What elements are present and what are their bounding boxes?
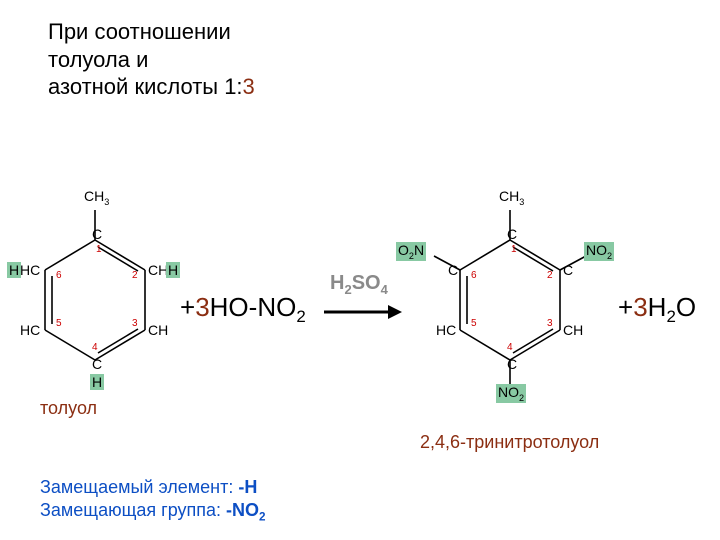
r-s4: NO2	[496, 384, 526, 403]
l-c3: CH	[148, 322, 168, 338]
l-s6: H	[7, 262, 21, 278]
l-s4: H	[90, 374, 104, 390]
footer: Замещаемый элемент: -H Замещающая группа…	[40, 476, 266, 525]
footer-l1: Замещаемый элемент: -H	[40, 476, 266, 499]
r-c2: C	[563, 262, 573, 278]
r-c5: HC	[436, 322, 456, 338]
arrow-icon	[322, 300, 402, 324]
diagram-root: При соотношении толуола и азотной кислот…	[0, 0, 720, 540]
r-c1: C	[507, 226, 517, 242]
r-c4: C	[507, 356, 517, 372]
r-i4: 4	[507, 342, 513, 353]
l-i2: 2	[132, 270, 138, 281]
r-i3: 3	[547, 318, 553, 329]
l-i3: 3	[132, 318, 138, 329]
footer-l2: Замещающая группа: -NO2	[40, 499, 266, 525]
catalyst: H2SO4	[330, 272, 388, 297]
r-s2: NO2	[584, 242, 614, 261]
l-c4: C	[92, 356, 102, 372]
r-i6: 6	[471, 270, 477, 281]
heading: При соотношении толуола и азотной кислот…	[48, 18, 255, 101]
right-labels: CH3 C C CH C HC C NO2 NO2 O2N 1 2 3 4 5 …	[410, 180, 610, 420]
left-labels: CH3 C CH CH C HC HC H H H 1 2 3 4 5 6	[10, 180, 180, 410]
l-ch3: CH3	[84, 188, 109, 207]
reagent: +3HO-NO2	[180, 292, 306, 327]
l-c6: HC	[20, 262, 40, 278]
heading-l1: При соотношении	[48, 18, 255, 46]
r-i2: 2	[547, 270, 553, 281]
r-s6: O2N	[396, 242, 426, 261]
l-i5: 5	[56, 318, 62, 329]
l-c5: HC	[20, 322, 40, 338]
product-water: +3H2O	[618, 292, 696, 327]
r-c3: CH	[563, 322, 583, 338]
r-c6: C	[448, 262, 458, 278]
l-c1: C	[92, 226, 102, 242]
l-i4: 4	[92, 342, 98, 353]
l-i6: 6	[56, 270, 62, 281]
right-mol-name: 2,4,6-тринитротолуол	[420, 432, 599, 453]
left-mol-name: толуол	[40, 398, 97, 419]
r-ch3: CH3	[499, 188, 524, 207]
r-i5: 5	[471, 318, 477, 329]
r-i1: 1	[511, 244, 517, 255]
l-i1: 1	[96, 244, 102, 255]
l-s2: H	[166, 262, 180, 278]
heading-l3: азотной кислоты 1:3	[48, 73, 255, 101]
heading-l2: толуола и	[48, 46, 255, 74]
